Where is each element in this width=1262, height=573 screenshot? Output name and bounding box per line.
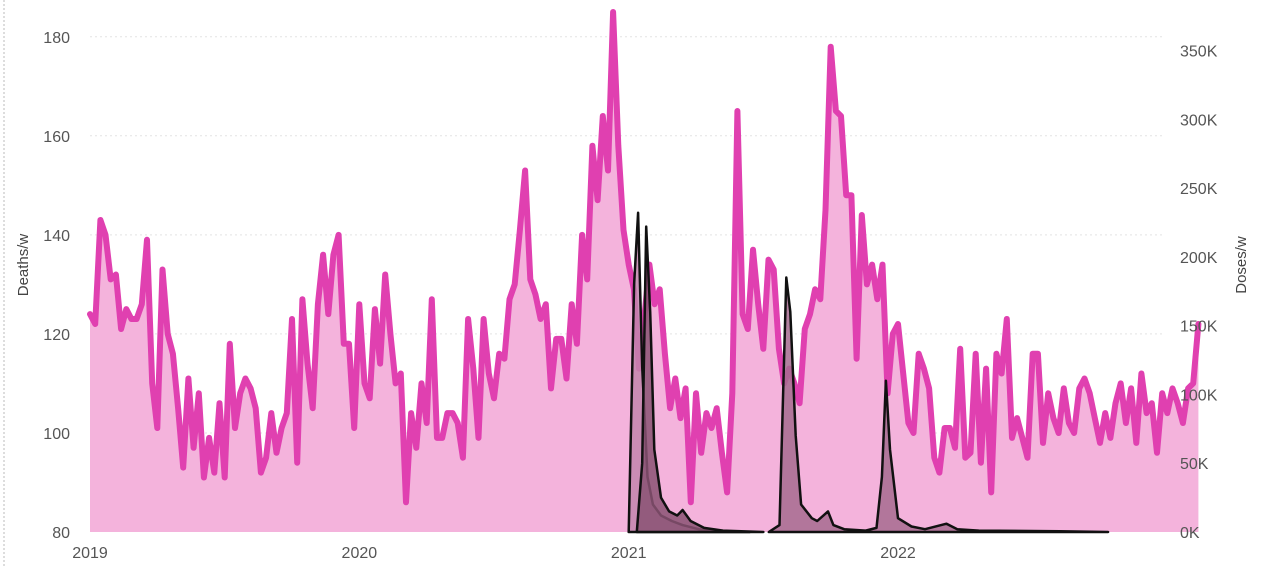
y-axis-title-left: Deaths/w [15,234,32,297]
y-tick-label: 100 [43,426,70,443]
y2-tick-label: 350K [1180,44,1218,61]
deaths-area [90,12,1199,532]
x-tick-label: 2020 [342,545,378,562]
y-tick-label: 140 [43,228,70,245]
y2-tick-label: 100K [1180,387,1218,404]
y-tick-label: 80 [52,525,70,542]
x-tick-label: 2022 [880,545,916,562]
doses-area-3 [767,276,1110,534]
y2-tick-label: 0K [1180,525,1200,542]
y2-tick-label: 150K [1180,319,1218,336]
series-areas [87,9,1202,534]
y2-tick-label: 250K [1180,181,1218,198]
y-tick-label: 160 [43,129,70,146]
y2-tick-label: 300K [1180,112,1218,129]
axis-ticks: 80 100 120 140 160 180 0K 50K 100K 150K 200K 250K 30… [43,30,1217,562]
x-tick-label: 2019 [72,545,108,562]
y-axis-title-right: Doses/w [1233,236,1250,294]
y-tick-label: 120 [43,327,70,344]
doses-area-2 [635,225,765,534]
y2-tick-label: 200K [1180,250,1218,267]
y2-tick-label: 50K [1180,456,1209,473]
x-tick-label: 2021 [611,545,647,562]
y-tick-label: 180 [43,30,70,47]
